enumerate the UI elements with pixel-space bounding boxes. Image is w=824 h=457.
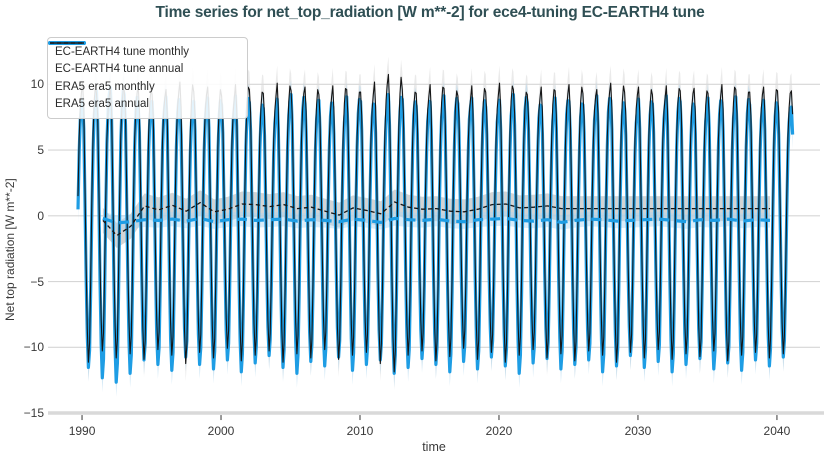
era5-monthly-line (77, 73, 794, 373)
legend-item-era5_monthly: ERA5 era5 monthly (50, 42, 239, 96)
y-tick-label: 0 (37, 208, 44, 223)
x-axis-label: time (422, 440, 446, 454)
x-tick-label: 2030 (624, 424, 652, 438)
x-tick-label: 1990 (68, 424, 96, 438)
ec-annual-band (102, 211, 770, 231)
legend-item-era5_annual: ERA5 era5 annual (50, 42, 239, 114)
y-tick-label: −5 (30, 274, 44, 289)
y-tick-label: −15 (23, 406, 44, 421)
x-tick-label: 2010 (346, 424, 374, 438)
y-tick-label: 5 (37, 143, 44, 158)
legend-label: ERA5 era5 annual (55, 98, 149, 111)
x-tick-label: 2040 (763, 424, 791, 438)
x-tick-label: 2020 (485, 424, 513, 438)
era5-annual-band (102, 189, 770, 248)
x-tick-label: 2000 (207, 424, 235, 438)
legend: EC-EARTH4 tune monthly EC-EARTH4 tune ann… (47, 37, 248, 119)
era5_annual-line-swatch (50, 42, 84, 44)
y-tick-label: −10 (23, 340, 44, 355)
y-tick-label: 10 (30, 77, 44, 92)
legend-label: EC-EARTH4 tune monthly (55, 45, 190, 58)
era5-annual-line (102, 201, 770, 237)
legend-label: ERA5 era5 monthly (55, 80, 155, 93)
legend-label: EC-EARTH4 tune annual (55, 63, 184, 76)
legend-item-ec_annual: EC-EARTH4 tune annual (48, 41, 239, 79)
chart-title: Time series for net_top_radiation [W m**… (155, 4, 705, 21)
